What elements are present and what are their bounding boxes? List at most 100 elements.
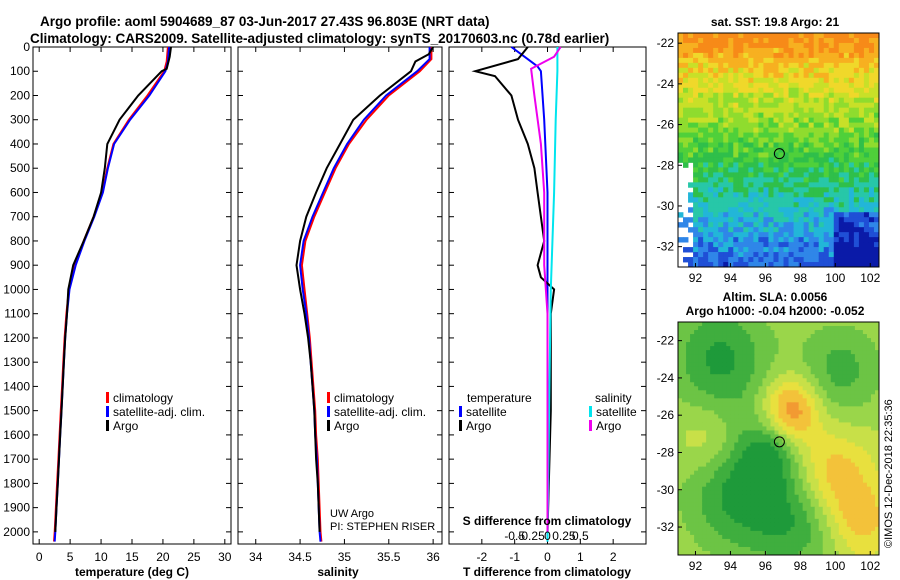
sla-cell xyxy=(686,482,691,488)
sst-cell xyxy=(753,247,759,253)
sla-cell xyxy=(770,390,775,395)
sla-cell xyxy=(714,526,719,532)
sla-cell xyxy=(714,518,719,524)
sla-cell xyxy=(874,534,880,540)
sla-cell xyxy=(734,538,739,544)
sla-cell xyxy=(810,394,816,399)
sst-cell xyxy=(803,117,810,124)
sla-cell xyxy=(718,350,723,355)
y-tick-label: -32 xyxy=(657,240,675,254)
sst-cell xyxy=(763,167,769,173)
sst-cell xyxy=(743,257,749,263)
sst-cell xyxy=(768,57,774,64)
sla-cell xyxy=(686,458,691,464)
sla-cell xyxy=(846,514,852,520)
sst-cell xyxy=(683,33,689,39)
sst-cell xyxy=(858,142,865,148)
sla-cell xyxy=(866,330,872,335)
sla-cell xyxy=(862,422,868,427)
sla-cell xyxy=(694,358,699,363)
sst-cell xyxy=(778,202,784,208)
sst-cell xyxy=(693,77,699,84)
sla-cell xyxy=(778,370,783,375)
sla-cell xyxy=(786,438,791,443)
sla-cell xyxy=(866,334,872,339)
sla-cell xyxy=(798,382,804,387)
sla-cell xyxy=(862,426,868,431)
sla-cell xyxy=(754,470,759,476)
sla-cell xyxy=(774,530,779,536)
sst-cell xyxy=(683,147,689,153)
sla-cell xyxy=(726,522,731,528)
sla-cell xyxy=(686,522,691,528)
sla-cell xyxy=(810,334,816,339)
sst-cell xyxy=(758,132,764,138)
sla-cell xyxy=(822,470,828,476)
sla-cell xyxy=(726,462,731,468)
sla-cell xyxy=(762,486,767,492)
sla-cell xyxy=(718,510,723,516)
sla-cell xyxy=(874,366,880,371)
sla-cell xyxy=(850,346,856,351)
sst-cell xyxy=(743,42,749,49)
sla-cell xyxy=(682,506,687,512)
sla-cell xyxy=(830,330,836,335)
sla-cell xyxy=(862,374,868,379)
sla-cell xyxy=(762,354,767,359)
sla-cell xyxy=(850,498,856,504)
sla-cell xyxy=(830,378,836,383)
sla-cell xyxy=(838,394,844,399)
sla-cell xyxy=(726,326,731,331)
sla-cell xyxy=(710,490,715,496)
sst-cell xyxy=(723,82,729,89)
sst-cell xyxy=(698,97,704,104)
sla-cell xyxy=(690,386,695,391)
sla-cell xyxy=(738,482,743,488)
legend-climatology: climatology xyxy=(113,391,173,405)
sla-cell xyxy=(850,450,856,455)
sla-cell xyxy=(842,490,848,496)
sla-cell xyxy=(730,422,735,427)
sla-cell xyxy=(730,538,735,544)
sla-cell xyxy=(858,522,864,528)
sla-cell xyxy=(742,382,747,387)
sla-cell xyxy=(718,394,723,399)
sla-cell xyxy=(750,426,755,431)
sla-cell xyxy=(782,370,787,375)
sst-cell xyxy=(853,167,860,173)
sla-cell xyxy=(682,410,687,415)
sla-cell xyxy=(814,442,820,447)
sla-cell xyxy=(838,414,844,419)
sst-cell xyxy=(748,62,754,69)
sst-cell xyxy=(768,42,774,49)
sla-cell xyxy=(838,534,844,540)
sst-cell xyxy=(758,102,764,109)
sla-cell xyxy=(842,434,848,439)
sst-cell xyxy=(743,147,749,153)
sla-cell xyxy=(690,546,695,552)
sst-cell xyxy=(823,202,830,208)
sla-cell xyxy=(778,442,783,447)
sla-cell xyxy=(870,338,876,343)
sla-cell xyxy=(758,386,763,391)
sla-cell xyxy=(822,418,828,423)
sla-cell xyxy=(694,330,699,335)
sla-cell xyxy=(854,402,860,407)
sla-cell xyxy=(758,490,763,496)
sla-cell xyxy=(798,534,804,540)
sst-cell xyxy=(818,172,825,178)
sst-cell xyxy=(728,217,734,223)
sst-cell xyxy=(713,177,719,183)
sla-cell xyxy=(818,398,824,403)
sla-cell xyxy=(846,370,852,375)
sst-cell xyxy=(833,33,840,39)
sst-cell xyxy=(798,252,805,258)
sst-cell xyxy=(778,77,784,84)
sst-cell xyxy=(778,217,784,223)
sla-cell xyxy=(786,498,791,504)
sla-cell xyxy=(810,430,816,435)
sla-cell xyxy=(778,402,783,407)
sla-cell xyxy=(786,442,791,447)
sla-cell xyxy=(694,334,699,339)
sla-cell xyxy=(830,354,836,359)
